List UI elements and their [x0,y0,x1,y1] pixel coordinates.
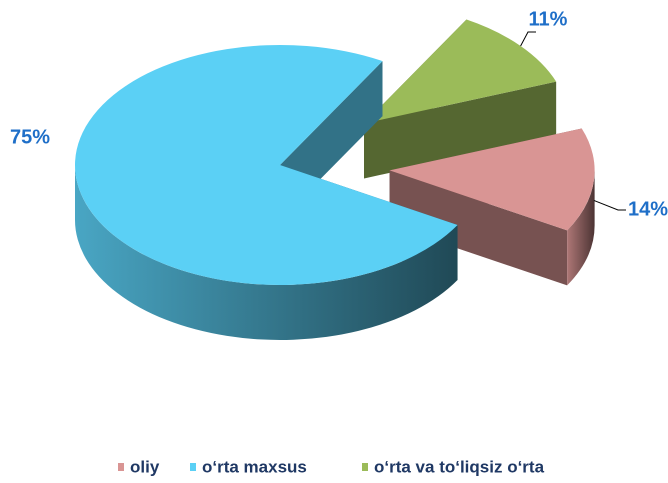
slice-top [389,128,595,231]
slice-side [567,170,595,286]
legend-label: o‘rta maxsus [202,457,307,476]
data-label: 14% [628,198,668,220]
legend-swatch [118,463,124,471]
slice [74,44,458,340]
data-label: 75% [10,126,50,148]
slice-wall [364,81,557,179]
leader-line [593,199,626,211]
legend-label: o‘rta va to‘liqsiz o‘rta [374,457,545,476]
legend-swatch [362,463,368,471]
legend-label: oliy [130,457,160,476]
slice-side [75,165,458,340]
slice [364,19,557,179]
slice-top [74,44,458,285]
slice [389,128,595,286]
slice-wall [389,170,568,286]
leader-line [520,31,536,47]
slice-top [364,19,557,124]
data-label: 11% [529,8,568,30]
legend-swatch [190,463,196,471]
